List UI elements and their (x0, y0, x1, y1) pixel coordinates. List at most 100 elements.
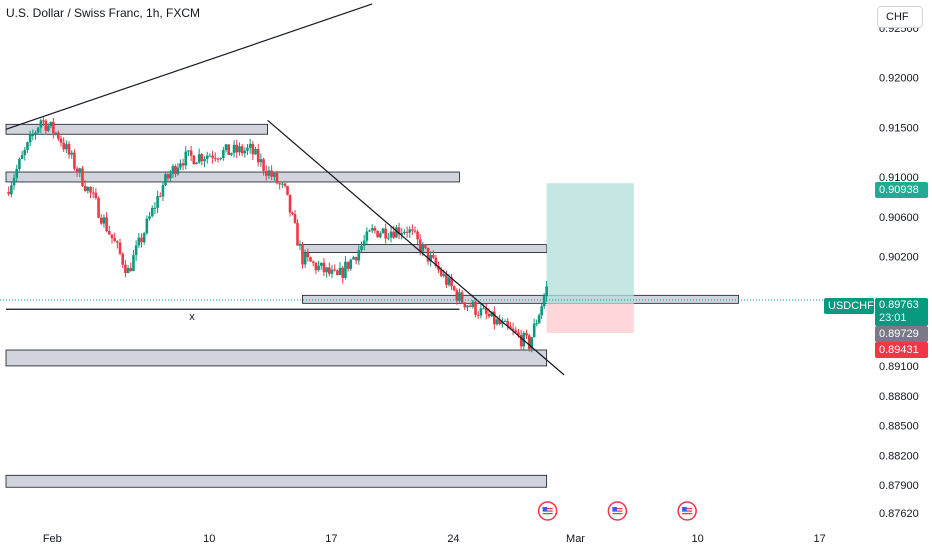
x-marker-label: x (189, 311, 195, 323)
price-tick-label: 0.91000 (879, 172, 919, 184)
candle-body (264, 170, 268, 176)
candle-body (169, 173, 172, 179)
price-tick-label: 0.88500 (879, 421, 919, 433)
candle-body (259, 159, 263, 163)
calendar-event-icon[interactable] (537, 501, 558, 521)
flag-stripe (612, 508, 623, 510)
candle-body (251, 144, 255, 155)
candle-body (424, 244, 427, 248)
candle-body (309, 257, 312, 262)
economic-events[interactable] (537, 501, 697, 521)
candle-body (211, 155, 214, 158)
candle-body (368, 230, 371, 232)
candle-body (39, 120, 43, 128)
time-tick-label: 17 (325, 533, 337, 545)
bar-countdown: 23:01 (879, 312, 907, 324)
symbol-title[interactable]: U.S. Dollar / Swiss Franc, 1h, FXCM (6, 6, 201, 20)
price-tick-label: 0.90200 (879, 252, 919, 264)
candle-body (479, 308, 483, 316)
candle-body (275, 173, 279, 184)
flag-stripe (542, 513, 553, 515)
candle-body (317, 265, 320, 271)
candle-body (36, 127, 40, 133)
candle-body (267, 170, 271, 176)
candle-body (132, 255, 135, 272)
candle-body (116, 241, 119, 243)
candle-body (286, 185, 289, 195)
price-axis[interactable]: 0.925000.920000.915000.910000.906000.902… (879, 23, 919, 520)
target-zone (546, 183, 634, 304)
candle-body (458, 292, 461, 301)
candle-body (59, 138, 63, 143)
candle-body (52, 121, 55, 134)
candle-body (463, 302, 467, 308)
flag-canton (682, 507, 687, 511)
candle-body (471, 301, 475, 307)
candle-body (75, 168, 79, 173)
candle-body (545, 286, 548, 297)
candle-body (20, 155, 24, 159)
candle-body (230, 153, 233, 155)
candle-body (455, 290, 459, 301)
flag-canton (542, 507, 548, 511)
zone-box (5, 349, 548, 367)
candle-body (405, 231, 409, 233)
candle-body (97, 197, 100, 218)
candle-body (542, 296, 546, 307)
candle-body (281, 183, 284, 185)
price-tick-label: 0.90600 (879, 212, 919, 224)
candle-body (376, 230, 379, 238)
candle-body (70, 152, 74, 155)
candle-body (126, 268, 130, 273)
candle-body (429, 255, 432, 262)
time-axis[interactable]: Feb 10 17 24 Mar 10 17 (43, 533, 826, 545)
candle-body (137, 237, 141, 246)
candle-body (400, 233, 404, 235)
candle-body (81, 168, 84, 187)
candle-body (476, 314, 480, 316)
candle-body (352, 257, 355, 260)
time-tick-label: Mar (566, 533, 585, 545)
candle-body (145, 218, 149, 234)
candle-body (330, 269, 334, 274)
candle-body (107, 230, 111, 235)
candle-body (28, 134, 32, 143)
symbol-tag: USDCHF (824, 298, 874, 314)
calendar-event-icon[interactable] (677, 501, 697, 521)
zone-box (5, 171, 460, 183)
candle-body (113, 238, 116, 242)
long-position-tool[interactable] (546, 183, 634, 334)
candle-body (197, 154, 201, 163)
candle-body (102, 217, 106, 224)
candle-body (26, 142, 29, 150)
candle-body (452, 286, 456, 291)
candle-body (62, 142, 65, 150)
candle-body (189, 150, 193, 156)
candle-body (484, 308, 488, 314)
candle-body (83, 186, 87, 191)
candle-body (535, 323, 538, 325)
candle-body (246, 147, 249, 151)
candle-body (498, 319, 501, 325)
candle-body (387, 237, 390, 239)
candle-body (532, 323, 536, 338)
stop-price-tag: 0.89431 (875, 342, 928, 358)
candle-body (384, 228, 387, 239)
candle-body (91, 192, 95, 194)
candle-body (288, 194, 292, 213)
candle-body (291, 212, 294, 215)
candle-body (140, 237, 143, 243)
candle-body (314, 262, 318, 271)
candle-body (99, 217, 103, 224)
candle-body (15, 168, 19, 178)
trendline-layer[interactable] (5, 3, 565, 376)
candle-body (118, 242, 122, 254)
currency-button[interactable]: CHF (877, 6, 923, 28)
zone-box (5, 474, 548, 488)
candle-body (360, 245, 363, 251)
calendar-event-icon[interactable] (607, 501, 628, 521)
candle-body (23, 149, 27, 156)
candle-body (322, 262, 326, 273)
candle-body (431, 255, 435, 258)
